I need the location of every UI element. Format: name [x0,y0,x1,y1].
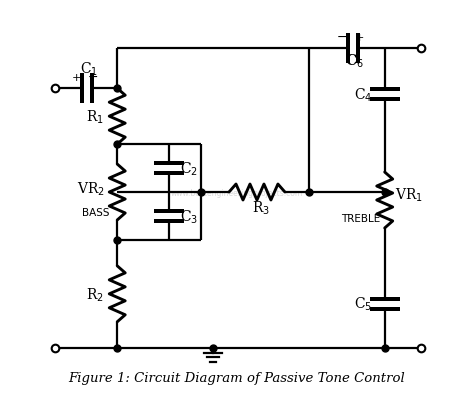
Text: −: − [88,71,99,84]
Text: +: + [72,73,81,83]
Text: R$_2$: R$_2$ [86,286,104,303]
Text: C$_4$: C$_4$ [354,86,372,103]
Text: R$_3$: R$_3$ [252,199,270,217]
Text: −: − [337,30,347,43]
Text: VR$_1$: VR$_1$ [395,186,423,203]
Text: C$_5$: C$_5$ [354,296,372,313]
Text: Figure 1: Circuit Diagram of Passive Tone Control: Figure 1: Circuit Diagram of Passive Ton… [69,371,405,384]
Text: C$_2$: C$_2$ [180,160,198,177]
Text: C$_3$: C$_3$ [180,208,198,225]
Text: TREBLE: TREBLE [341,213,380,223]
Text: +: + [356,32,365,43]
Text: R$_1$: R$_1$ [86,108,104,126]
Text: C$_6$: C$_6$ [346,52,364,69]
Text: www.bestengineeringprojects.com: www.bestengineeringprojects.com [171,188,303,197]
Text: C$_1$: C$_1$ [80,61,98,78]
Text: BASS: BASS [82,207,109,217]
Text: VR$_2$: VR$_2$ [77,180,105,197]
